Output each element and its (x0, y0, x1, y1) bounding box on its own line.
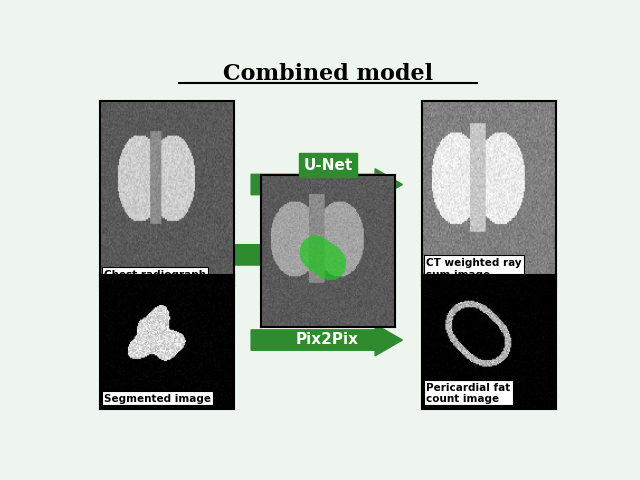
Text: Pix2Pix: Pix2Pix (295, 331, 358, 346)
Text: Pericardial fat
count image: Pericardial fat count image (426, 382, 511, 403)
Text: Combined model: Combined model (223, 63, 433, 85)
Text: Segmented image: Segmented image (104, 394, 211, 403)
Text: CycleGAN: CycleGAN (285, 176, 368, 191)
FancyArrow shape (251, 324, 403, 356)
FancyArrow shape (251, 169, 403, 201)
Text: CT weighted ray
sum image: CT weighted ray sum image (426, 258, 522, 279)
Text: Chest radiograph: Chest radiograph (104, 269, 206, 279)
Text: U-Net: U-Net (303, 158, 353, 173)
FancyArrow shape (110, 240, 261, 271)
